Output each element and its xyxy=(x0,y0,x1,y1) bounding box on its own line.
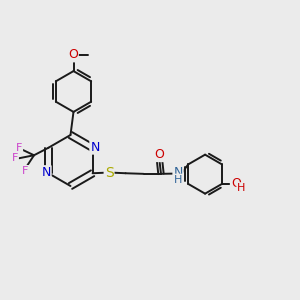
Text: F: F xyxy=(16,143,22,153)
Text: N: N xyxy=(90,141,100,154)
Text: F: F xyxy=(22,166,28,176)
Text: O: O xyxy=(231,177,241,190)
Text: H: H xyxy=(237,183,246,193)
Text: H: H xyxy=(174,175,182,184)
Text: S: S xyxy=(105,166,113,180)
Text: O: O xyxy=(154,148,164,161)
Text: O: O xyxy=(68,48,78,62)
Text: N: N xyxy=(41,166,51,179)
Text: N: N xyxy=(173,167,183,179)
Text: F: F xyxy=(12,153,18,163)
